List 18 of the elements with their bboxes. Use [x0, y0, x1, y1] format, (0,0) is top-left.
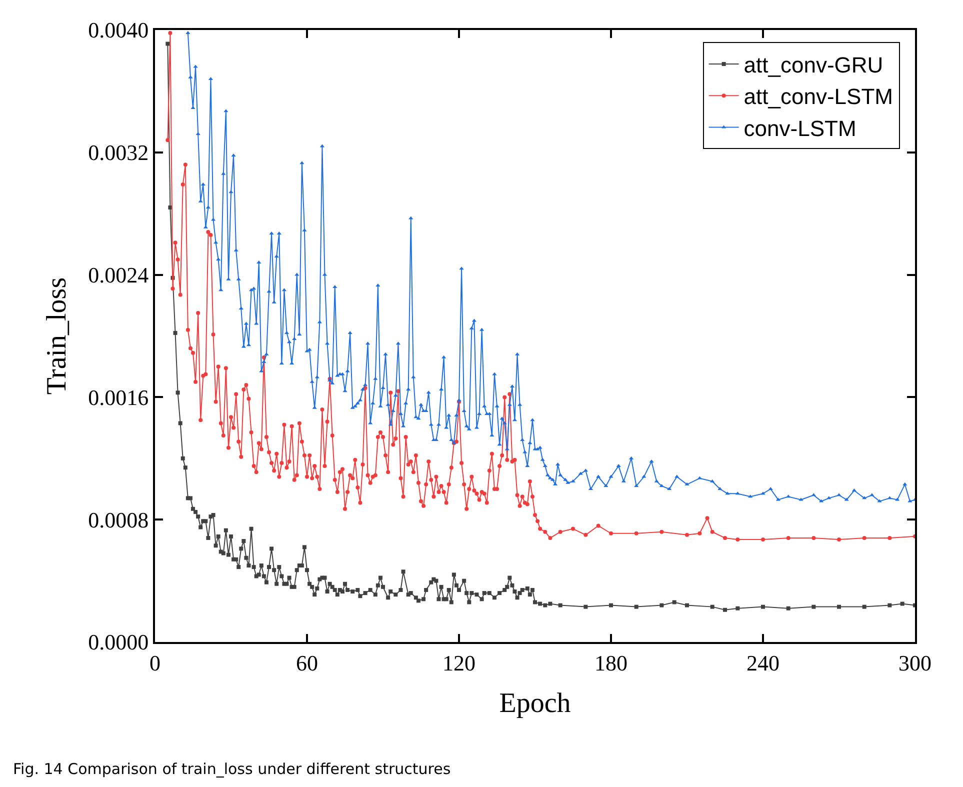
x-tick-label: 180 [594, 650, 628, 676]
x-axis-title: Epoch [499, 688, 571, 719]
y-tick-label: 0.0000 [88, 630, 149, 655]
x-tick-label: 60 [296, 650, 318, 676]
y-tick-label: 0.0032 [88, 140, 149, 166]
x-tick-label: 120 [442, 650, 476, 676]
y-tick-label: 0.0040 [88, 18, 149, 43]
legend-label: att_conv-LSTM [744, 84, 893, 110]
y-tick-label: 0.0016 [88, 384, 149, 410]
x-tick-label: 300 [898, 650, 932, 676]
y-tick-label: 0.0008 [88, 507, 149, 532]
legend-label: conv-LSTM [744, 116, 856, 141]
y-axis-title: Train_loss [41, 277, 72, 395]
x-tick-label: 0 [150, 650, 160, 676]
legend-label: att_conv-GRU [744, 52, 884, 78]
y-tick-label: 0.0024 [88, 262, 149, 288]
caption: Fig. 14 Comparison of train_loss under different structures [13, 760, 451, 778]
x-tick-label: 240 [746, 650, 780, 676]
